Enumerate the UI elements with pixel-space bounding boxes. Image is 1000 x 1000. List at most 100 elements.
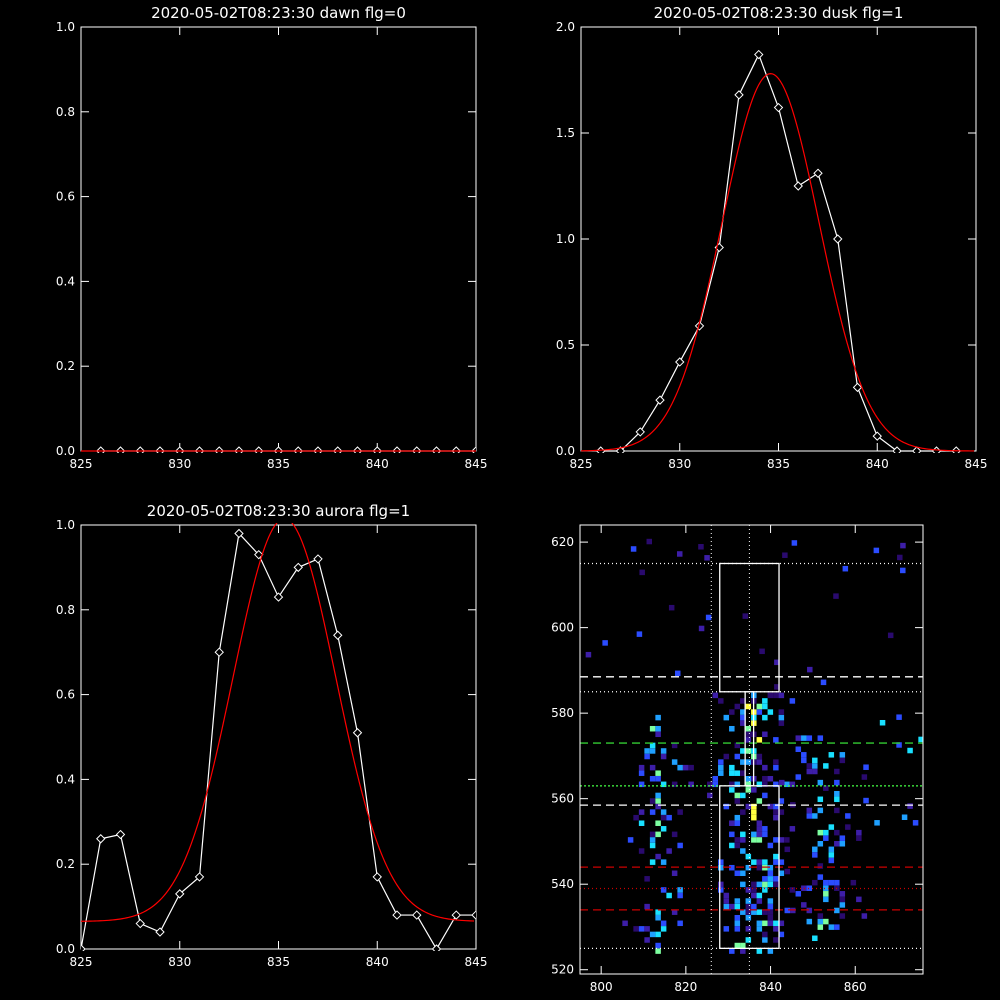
heatmap-pixel — [795, 774, 802, 780]
heatmap-pixel — [778, 920, 785, 927]
heatmap-pixel — [907, 747, 913, 754]
heatmap-pixel — [655, 914, 661, 921]
heatmap-pixel — [773, 926, 779, 932]
data-point — [615, 446, 626, 453]
heatmap-pixel — [817, 874, 824, 880]
heatmap-pixel — [839, 757, 846, 764]
heatmap-pixel — [773, 809, 779, 815]
heatmap-pixel — [833, 593, 839, 599]
heatmap-pixel — [734, 753, 741, 760]
heatmap-pixel — [828, 852, 835, 858]
series-layer — [81, 523, 476, 951]
data-point — [313, 554, 323, 564]
heatmap-pixel — [823, 918, 829, 925]
data-point — [135, 918, 145, 929]
heatmap-pixel — [756, 909, 763, 915]
heatmap-pixel — [649, 748, 656, 754]
x-tick-label: 825 — [570, 457, 593, 471]
heatmap-pixel — [784, 781, 790, 788]
heatmap-pixel — [762, 831, 768, 838]
heatmap-pixel — [773, 837, 779, 843]
data-point — [931, 446, 942, 453]
data-point — [175, 889, 185, 899]
heatmap-pixel — [655, 831, 661, 838]
x-tick-label: 840 — [759, 980, 782, 994]
heatmap-pixel — [649, 798, 656, 804]
heatmap-pixel — [828, 846, 835, 853]
heatmap-pixel — [767, 920, 774, 927]
fit-curve — [81, 523, 475, 922]
data-point — [655, 395, 665, 405]
heatmap-pixel — [778, 714, 785, 721]
heatmap-pixel — [767, 881, 774, 888]
y-tick-label: 0.4 — [56, 772, 75, 786]
x-tick-label: 800 — [590, 980, 613, 994]
heatmap-pixel — [655, 714, 661, 721]
heatmap-pixel — [767, 903, 774, 910]
data-point — [333, 630, 343, 640]
heatmap-pixel — [863, 797, 869, 804]
heatmap-pixel — [740, 909, 746, 915]
chart-bottom-left: 2020-05-02T08:23:30 aurora flg=1 825 830 83… — [56, 502, 488, 969]
heatmap-pixel — [773, 859, 779, 865]
chart-bottom-right: 800 820 840 860 520 540 560 580 600 620 — [551, 524, 924, 994]
heatmap-pixel — [638, 809, 645, 815]
data-point — [694, 321, 705, 331]
heatmap-pixel — [677, 764, 683, 771]
heatmap-pixel — [740, 809, 746, 815]
heatmap-pixel — [807, 666, 813, 673]
heatmap-pixel — [839, 896, 846, 903]
heatmap-pixel — [676, 551, 683, 557]
y-tick-label: 620 — [551, 535, 574, 549]
heatmap-pixel — [762, 887, 768, 893]
heatmap-pixel — [756, 798, 763, 804]
heatmap-pixel — [756, 759, 763, 765]
data-point — [372, 872, 382, 882]
heatmap-pixel — [773, 737, 779, 743]
heatmap-pixel — [817, 829, 824, 836]
data-line — [600, 53, 957, 452]
heatmap-pixel — [823, 763, 829, 769]
heatmap-pixel — [801, 735, 807, 741]
heatmap-pixel — [762, 881, 768, 888]
heatmap-pixel — [682, 764, 689, 771]
heatmap-pixel — [655, 820, 661, 826]
heatmap-pixel — [823, 835, 829, 841]
heatmap-pixel — [812, 935, 818, 942]
heatmap-pixel — [751, 909, 757, 915]
heatmap-pixel — [795, 735, 802, 741]
heatmap-pixel — [820, 679, 827, 686]
heatmap-pixel — [806, 885, 813, 891]
heatmap-pixel — [817, 779, 824, 786]
chart-title: 2020-05-02T08:23:30 dusk flg=1 — [654, 4, 904, 22]
heatmap-pixel — [677, 809, 683, 815]
heatmap-pixel — [834, 779, 840, 786]
heatmap-pixel — [671, 742, 678, 749]
data-point — [96, 834, 106, 844]
heatmap-pixel — [751, 809, 757, 815]
heatmap-pixel — [762, 781, 768, 788]
heatmap-pixel — [839, 841, 846, 847]
heatmap-pixel — [649, 776, 656, 782]
heatmap-pixel — [707, 792, 713, 799]
heatmap-pixel — [740, 948, 746, 954]
heatmap-pixel — [773, 781, 779, 788]
heatmap-pixel — [660, 859, 667, 865]
heatmap-pixel — [823, 896, 829, 903]
fit-curve — [581, 73, 975, 452]
y-tick-label: 520 — [551, 963, 574, 977]
heatmap-pixel — [677, 842, 683, 849]
heatmap-pixel — [817, 863, 824, 869]
heatmap-pixel — [704, 555, 710, 561]
heatmap-pixel — [795, 746, 802, 753]
heatmap-pixel — [675, 670, 681, 677]
heatmap-pixel — [900, 567, 906, 574]
heatmap-pixel — [812, 852, 818, 858]
data-point — [451, 910, 461, 920]
heatmap-pixel — [585, 651, 592, 658]
data-point — [675, 357, 685, 367]
heatmap-pixel — [834, 768, 840, 775]
heatmap-pixel — [823, 879, 829, 886]
heatmap-pixel — [740, 770, 746, 776]
heatmap-pixel — [756, 920, 763, 927]
